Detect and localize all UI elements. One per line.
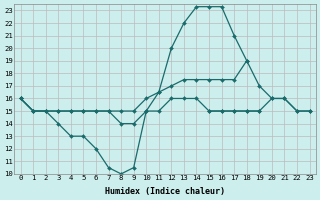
X-axis label: Humidex (Indice chaleur): Humidex (Indice chaleur) (105, 187, 225, 196)
